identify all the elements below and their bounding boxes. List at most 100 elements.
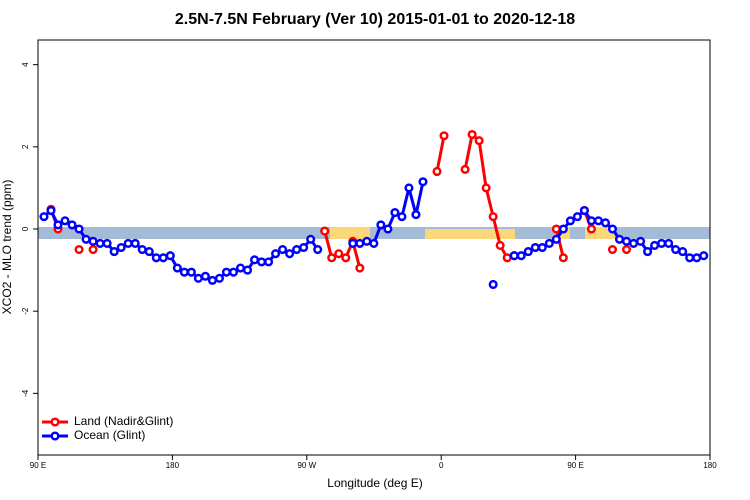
y-tick-label: -4 bbox=[21, 389, 30, 397]
data-point bbox=[313, 245, 323, 255]
legend-marker bbox=[50, 417, 60, 427]
data-point bbox=[186, 267, 196, 277]
data-point bbox=[565, 216, 575, 226]
legend-label: Land (Nadir&Glint) bbox=[74, 414, 173, 428]
data-point bbox=[439, 131, 449, 141]
data-point bbox=[242, 265, 253, 275]
data-point bbox=[158, 253, 168, 263]
data-point bbox=[678, 247, 688, 257]
data-point bbox=[558, 224, 568, 234]
data-point bbox=[558, 253, 568, 263]
x-tick-label: 90 E bbox=[30, 461, 46, 470]
data-point bbox=[699, 251, 709, 261]
data-point bbox=[109, 247, 119, 257]
data-point bbox=[264, 257, 274, 267]
x-tick-label: 180 bbox=[703, 461, 717, 470]
data-point bbox=[664, 238, 674, 248]
data-point bbox=[593, 216, 603, 226]
data-point bbox=[607, 224, 618, 234]
data-point bbox=[327, 253, 337, 263]
data-point bbox=[320, 226, 330, 236]
x-tick-label: 180 bbox=[166, 461, 180, 470]
data-point bbox=[643, 247, 653, 257]
x-tick-label: 90 E bbox=[567, 461, 583, 470]
y-tick-label: 4 bbox=[21, 62, 30, 67]
data-point bbox=[586, 224, 596, 234]
y-tick-label: -2 bbox=[21, 307, 30, 315]
data-point bbox=[579, 205, 589, 216]
data-point bbox=[467, 129, 477, 140]
data-point bbox=[306, 234, 316, 244]
data-point bbox=[481, 183, 491, 193]
data-point bbox=[285, 249, 295, 259]
data-point bbox=[179, 267, 189, 277]
data-point bbox=[650, 240, 660, 250]
data-point bbox=[60, 216, 70, 226]
data-point bbox=[257, 257, 267, 267]
x-axis-label: Longitude (deg E) bbox=[327, 476, 422, 490]
data-point bbox=[376, 220, 386, 230]
data-point bbox=[390, 208, 400, 218]
data-point bbox=[621, 236, 632, 246]
data-point bbox=[172, 263, 182, 273]
data-point bbox=[502, 253, 512, 263]
data-point bbox=[495, 240, 505, 250]
data-point bbox=[460, 164, 470, 174]
data-point bbox=[137, 245, 147, 255]
data-point bbox=[474, 136, 484, 146]
data-point bbox=[530, 242, 540, 253]
data-point bbox=[299, 242, 309, 253]
data-point bbox=[151, 253, 161, 263]
data-point bbox=[537, 242, 547, 253]
data-point bbox=[200, 271, 210, 281]
data-point bbox=[278, 245, 288, 255]
data-point bbox=[516, 251, 526, 261]
data-point bbox=[74, 224, 84, 234]
land-zone bbox=[330, 227, 370, 239]
data-point bbox=[586, 216, 596, 226]
data-point bbox=[551, 234, 561, 244]
plot-frame bbox=[37, 39, 711, 456]
data-point bbox=[81, 234, 91, 244]
data-point bbox=[362, 236, 372, 246]
data-point bbox=[488, 212, 498, 222]
y-tick-label: 0 bbox=[21, 226, 30, 231]
data-point bbox=[509, 251, 519, 261]
data-point bbox=[144, 247, 154, 257]
data-point bbox=[193, 273, 203, 283]
data-point bbox=[74, 245, 84, 255]
y-axis-label: XCO2 - MLO trend (ppm) bbox=[0, 180, 14, 315]
legend-marker bbox=[50, 431, 60, 441]
data-point bbox=[165, 251, 175, 261]
zone-band bbox=[38, 227, 710, 239]
x-tick-label: 0 bbox=[439, 461, 444, 470]
y-tick-label: 2 bbox=[21, 144, 30, 149]
data-point bbox=[355, 238, 365, 248]
data-point bbox=[67, 220, 77, 230]
data-point bbox=[88, 236, 98, 246]
data-point bbox=[116, 242, 126, 253]
data-point bbox=[657, 238, 667, 248]
data-point bbox=[334, 249, 344, 259]
data-point bbox=[355, 263, 365, 273]
data-point bbox=[249, 255, 260, 265]
x-tick-label: 90 W bbox=[297, 461, 316, 470]
background-band bbox=[38, 227, 710, 239]
data-point bbox=[523, 247, 533, 257]
data-point bbox=[411, 210, 421, 220]
land-zone bbox=[425, 229, 515, 239]
data-point bbox=[404, 183, 414, 193]
data-point bbox=[214, 273, 224, 283]
data-point bbox=[397, 212, 407, 222]
data-point bbox=[685, 253, 695, 263]
data-point bbox=[671, 245, 681, 255]
data-point bbox=[636, 236, 646, 246]
data-point bbox=[572, 212, 582, 222]
data-point bbox=[46, 205, 56, 216]
data-point bbox=[692, 253, 702, 263]
data-point bbox=[235, 263, 246, 273]
data-point bbox=[348, 238, 358, 248]
data-point bbox=[95, 238, 105, 248]
legend-label: Ocean (Glint) bbox=[74, 428, 145, 442]
